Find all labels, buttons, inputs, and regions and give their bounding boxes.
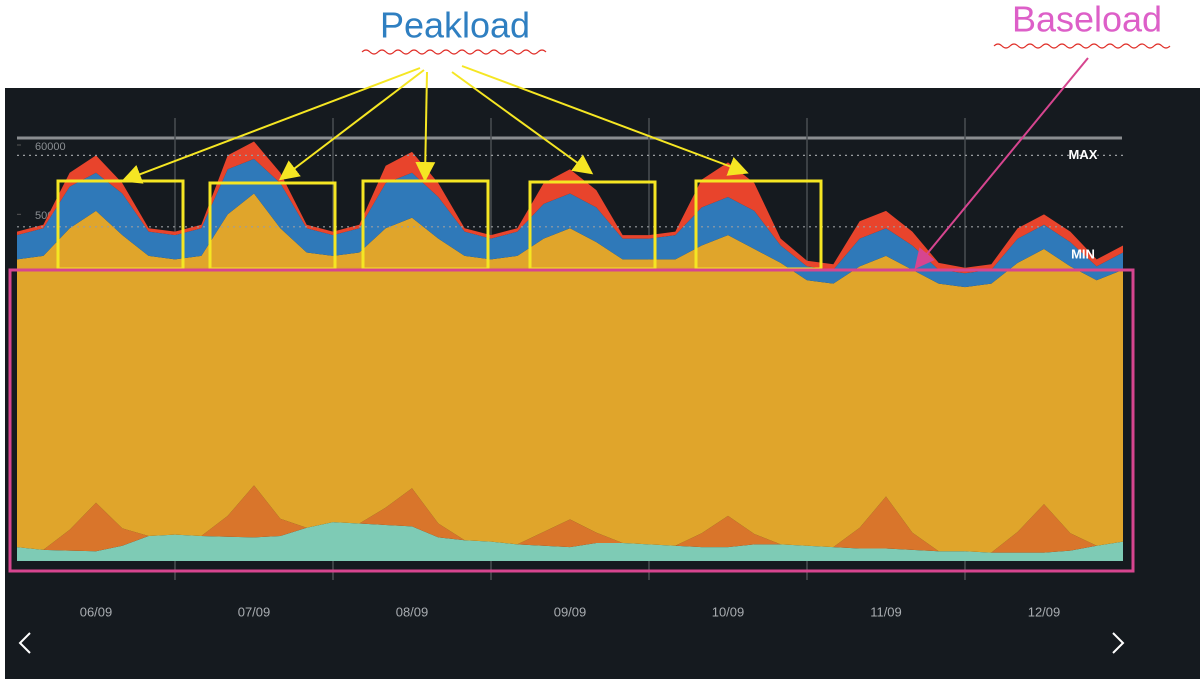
area — [17, 193, 1123, 553]
next-button[interactable] — [1112, 632, 1125, 654]
arrow — [461, 65, 749, 176]
reference-label: MIN — [1071, 246, 1095, 261]
x-axis: 06/09 07/09 08/09 09/09 10/09 11/09 12/09 — [80, 604, 1061, 619]
base-annotation: Baseload — [1012, 0, 1162, 40]
arrow — [278, 69, 425, 181]
area — [17, 158, 1123, 288]
x-tick-label: 09/09 — [554, 604, 587, 619]
base-box — [8, 268, 1135, 573]
x-tick-label: 06/09 — [80, 604, 113, 619]
x-tick-label: 08/09 — [396, 604, 429, 619]
reference-lines: MAX MIN — [17, 147, 1123, 261]
y-tick-label: 60000 — [35, 141, 66, 153]
peak-annotation: Peakload — [380, 5, 530, 46]
x-tick-label: 10/09 — [712, 604, 745, 619]
arrow — [121, 67, 421, 184]
spell-underline — [993, 43, 1171, 49]
area — [17, 522, 1123, 561]
arrow — [451, 71, 594, 175]
area — [17, 485, 1123, 553]
reference-label: MAX — [1069, 147, 1098, 162]
prev-button[interactable] — [18, 632, 31, 654]
peak-arrows — [121, 65, 749, 184]
spell-underline — [361, 49, 547, 55]
base-arrow — [914, 57, 1089, 270]
arrow — [415, 71, 436, 182]
x-tick-label: 07/09 — [238, 604, 271, 619]
areas — [17, 141, 1123, 561]
x-tick-label: 12/09 — [1028, 604, 1061, 619]
x-tick-label: 11/09 — [870, 604, 902, 619]
